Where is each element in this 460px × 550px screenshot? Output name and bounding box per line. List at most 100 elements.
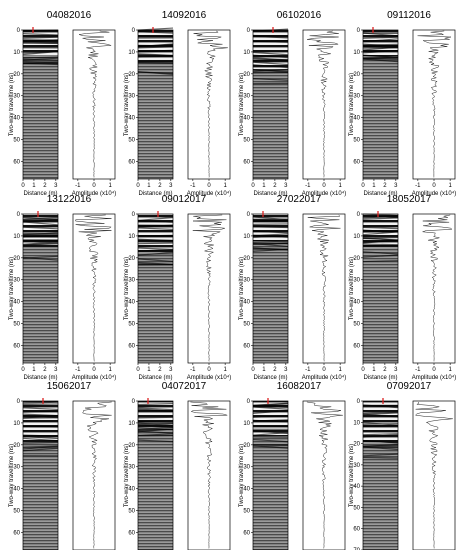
y-axis: 0 10 20 30 40 50 60 Two-way traveltime (ns) — [124, 212, 138, 349]
y-tick-label: 50 — [13, 322, 20, 328]
x-tick-label: 0 — [322, 183, 326, 189]
panel-title: 04072017 — [162, 381, 207, 392]
x-tick-label: 0 — [361, 367, 365, 373]
x-tick-label: 1 — [108, 367, 112, 373]
x-tick-label: -1 — [415, 183, 421, 189]
x-axis-distance: 0 1 2 3 Distance (m) — [136, 179, 173, 197]
x-tick-label: 2 — [273, 183, 277, 189]
radargram — [22, 211, 59, 364]
y-tick-label: 0 — [132, 399, 136, 405]
y-axis: 0 10 20 30 40 50 60 Two-way traveltime (ns) — [239, 212, 253, 349]
y-axis: 0 10 20 30 40 50 60 Two-way traveltime (ns) — [349, 212, 363, 349]
panel-07092017: 07092017 0 10 20 30 40 50 60 70 Two-way traveltim… — [349, 381, 456, 550]
y-tick-label: 40 — [353, 484, 360, 490]
x-tick-label: 0 — [21, 183, 25, 189]
y-axis: 0 10 20 30 40 50 60 Two-way traveltime (ns) — [9, 399, 23, 536]
y-tick-label: 60 — [13, 530, 20, 536]
x-axis-title-amplitude: Amplitude (x10⁴) — [187, 374, 232, 381]
y-axis-title: Two-way traveltime (ns) — [9, 73, 15, 136]
x-tick-label: -1 — [190, 367, 196, 373]
amplitude-trace — [72, 213, 116, 364]
y-tick-label: 20 — [243, 72, 250, 78]
y-tick-label: 40 — [128, 487, 135, 493]
amplitude-trace — [302, 29, 346, 180]
y-axis-title: Two-way traveltime (ns) — [9, 257, 15, 320]
x-tick-label: 1 — [262, 183, 266, 189]
amplitude-trace — [412, 213, 456, 364]
y-tick-label: 20 — [353, 256, 360, 262]
x-tick-label: 0 — [251, 183, 255, 189]
x-axis-distance: 0 1 2 3 Distance (m) — [361, 363, 398, 381]
amplitude-trace — [187, 400, 231, 550]
y-axis: 0 10 20 30 40 50 60 Two-way traveltime (ns) — [9, 212, 23, 349]
x-axis-distance: 0 1 2 3 Distance (m) — [136, 363, 173, 381]
y-tick-label: 0 — [357, 28, 361, 34]
x-axis-title-distance: Distance (m) — [253, 191, 287, 197]
y-axis: 0 10 20 30 40 50 60 Two-way traveltime (ns) — [239, 399, 253, 536]
y-tick-label: 30 — [243, 465, 250, 471]
amplitude-trace — [187, 29, 231, 180]
radargram — [252, 211, 289, 364]
y-axis-title: Two-way traveltime (ns) — [349, 257, 355, 320]
y-tick-label: 0 — [17, 212, 21, 218]
y-tick-label: 40 — [13, 300, 20, 306]
y-tick-label: 30 — [353, 278, 360, 284]
y-tick-label: 20 — [243, 443, 250, 449]
y-tick-label: 10 — [243, 50, 250, 56]
x-tick-label: 1 — [448, 367, 452, 373]
x-axis-title-amplitude: Amplitude (x10⁴) — [412, 374, 457, 381]
y-axis-title: Two-way traveltime (ns) — [239, 73, 245, 136]
y-tick-label: 10 — [353, 420, 360, 426]
y-tick-label: 10 — [353, 234, 360, 240]
x-tick-label: 3 — [169, 183, 173, 189]
x-tick-label: 1 — [372, 183, 376, 189]
x-tick-label: -1 — [75, 183, 81, 189]
y-tick-label: 0 — [132, 212, 136, 218]
y-tick-label: 40 — [128, 300, 135, 306]
x-tick-label: 2 — [158, 183, 162, 189]
x-axis-distance: 0 1 2 3 Distance (m) — [21, 179, 58, 197]
amplitude-trace — [187, 213, 231, 364]
x-tick-label: 2 — [43, 367, 47, 373]
x-axis-title-distance: Distance (m) — [363, 191, 397, 197]
x-axis-title-amplitude: Amplitude (x10⁴) — [302, 190, 347, 197]
panel-title: 27022017 — [277, 194, 322, 205]
y-axis-title: Two-way traveltime (ns) — [239, 444, 245, 507]
x-tick-label: 3 — [169, 367, 173, 373]
radargram — [137, 398, 174, 550]
y-tick-label: 60 — [13, 159, 20, 165]
y-tick-label: 40 — [13, 487, 20, 493]
y-tick-label: 50 — [128, 322, 135, 328]
radargram — [137, 27, 174, 180]
y-tick-label: 10 — [128, 50, 135, 56]
x-axis-title-amplitude: Amplitude (x10⁴) — [72, 374, 117, 381]
y-tick-label: 60 — [243, 530, 250, 536]
radargram — [22, 27, 59, 180]
x-axis-title-distance: Distance (m) — [23, 375, 57, 381]
x-axis-title-distance: Distance (m) — [138, 375, 172, 381]
y-tick-label: 20 — [128, 443, 135, 449]
y-tick-label: 10 — [243, 234, 250, 240]
x-tick-label: 1 — [338, 183, 342, 189]
y-tick-label: 50 — [243, 509, 250, 515]
panel-title: 04082016 — [47, 10, 92, 21]
x-tick-label: 0 — [432, 367, 436, 373]
x-tick-label: 0 — [136, 183, 140, 189]
x-axis-distance: 0 1 2 3 Distance (m) — [21, 363, 58, 381]
x-tick-label: 1 — [147, 367, 151, 373]
x-axis-title-amplitude: Amplitude (x10⁴) — [412, 190, 457, 197]
amplitude-trace — [412, 29, 456, 180]
y-axis: 0 10 20 30 40 50 60 Two-way traveltime (ns) — [9, 28, 23, 165]
x-axis-title-distance: Distance (m) — [363, 375, 397, 381]
y-axis: 0 10 20 30 40 50 60 Two-way traveltime (ns) — [124, 399, 138, 536]
y-tick-label: 50 — [13, 138, 20, 144]
x-tick-label: 3 — [394, 367, 398, 373]
panel-title: 13122016 — [47, 194, 92, 205]
x-tick-label: 3 — [54, 367, 58, 373]
